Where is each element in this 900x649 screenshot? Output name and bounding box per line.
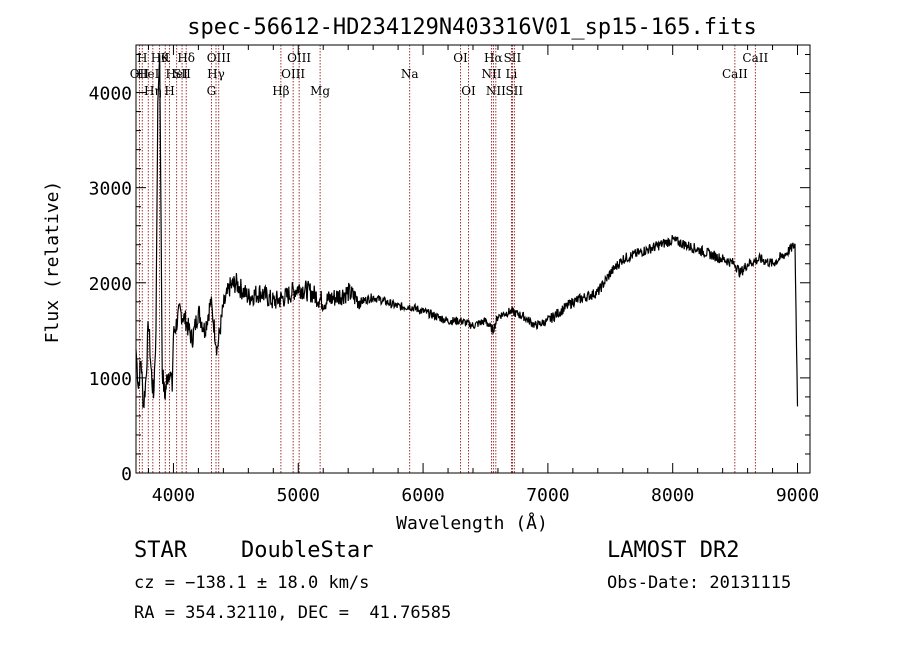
line-marker-labels: OIIHHeIHηHθKHHeISIIHδGHγOIIIHβOIIIOIIIMg…: [130, 51, 769, 98]
line-marker-label: OI: [453, 51, 468, 65]
x-tick-label: 7000: [526, 485, 569, 506]
x-tick-label: 8000: [651, 485, 694, 506]
line-marker-label: OIII: [207, 51, 231, 65]
line-marker-label: K: [161, 51, 171, 65]
line-marker-label: Hβ: [272, 84, 289, 98]
x-tick-label: 9000: [776, 485, 819, 506]
plot-frame: [135, 44, 811, 474]
survey-name: LAMOST DR2: [607, 538, 740, 563]
observation-date: Obs-Date: 20131115: [607, 573, 792, 593]
line-markers: [138, 45, 756, 473]
line-marker-label: SII: [505, 84, 523, 98]
x-axis-label: Wavelength (Å): [396, 512, 548, 534]
line-marker-label: CaII: [742, 51, 768, 65]
x-tick-label: 5000: [277, 485, 320, 506]
object-class: STAR: [134, 538, 187, 563]
spectrum-line: [135, 54, 799, 409]
y-tick-label: 3000: [89, 179, 132, 200]
line-marker-label: OI: [461, 84, 476, 98]
line-marker-label: NII: [486, 84, 506, 98]
spectrum-chart: spec-56612-HD234129N403316V01_sp15-165.f…: [42, 15, 819, 534]
chart-title: spec-56612-HD234129N403316V01_sp15-165.f…: [187, 15, 757, 40]
velocity-readout: cz = −138.1 ± 18.0 km/s: [134, 573, 370, 593]
line-marker-label: OIII: [281, 67, 305, 81]
line-marker-label: H: [164, 84, 174, 98]
line-marker-label: Hη: [144, 84, 162, 98]
line-marker-label: HeI: [137, 67, 160, 81]
x-axis-ticks: 4000 5000 6000 7000 8000 9000: [147, 45, 819, 506]
x-tick-label: 6000: [401, 485, 444, 506]
line-marker-label: CaII: [722, 67, 748, 81]
coordinates-readout: RA = 354.32110, DEC = 41.76585: [134, 603, 452, 623]
line-marker-label: H: [137, 51, 147, 65]
line-marker-label: G: [207, 84, 217, 98]
y-tick-label: 0: [121, 464, 132, 485]
line-marker-label: NII: [481, 67, 501, 81]
y-axis-label: Flux (relative): [42, 181, 63, 344]
line-marker-label: Mg: [310, 84, 330, 98]
line-marker-label: Na: [401, 67, 419, 81]
line-marker-label: SII: [173, 67, 191, 81]
x-tick-label: 4000: [152, 485, 195, 506]
line-marker-label: SII: [504, 51, 522, 65]
object-subclass: DoubleStar: [241, 538, 374, 563]
line-marker-label: Hα: [484, 51, 503, 65]
y-axis-ticks: 0 1000 2000 3000 4000: [89, 54, 810, 485]
line-marker-label: Li: [506, 67, 518, 81]
line-marker-label: HeI: [166, 67, 189, 81]
line-marker-label: Hδ: [177, 51, 195, 65]
y-tick-label: 1000: [89, 369, 132, 390]
line-marker-label: Hγ: [207, 67, 225, 81]
y-tick-label: 4000: [89, 84, 132, 105]
y-tick-label: 2000: [89, 274, 132, 295]
line-marker-label: OIII: [287, 51, 311, 65]
